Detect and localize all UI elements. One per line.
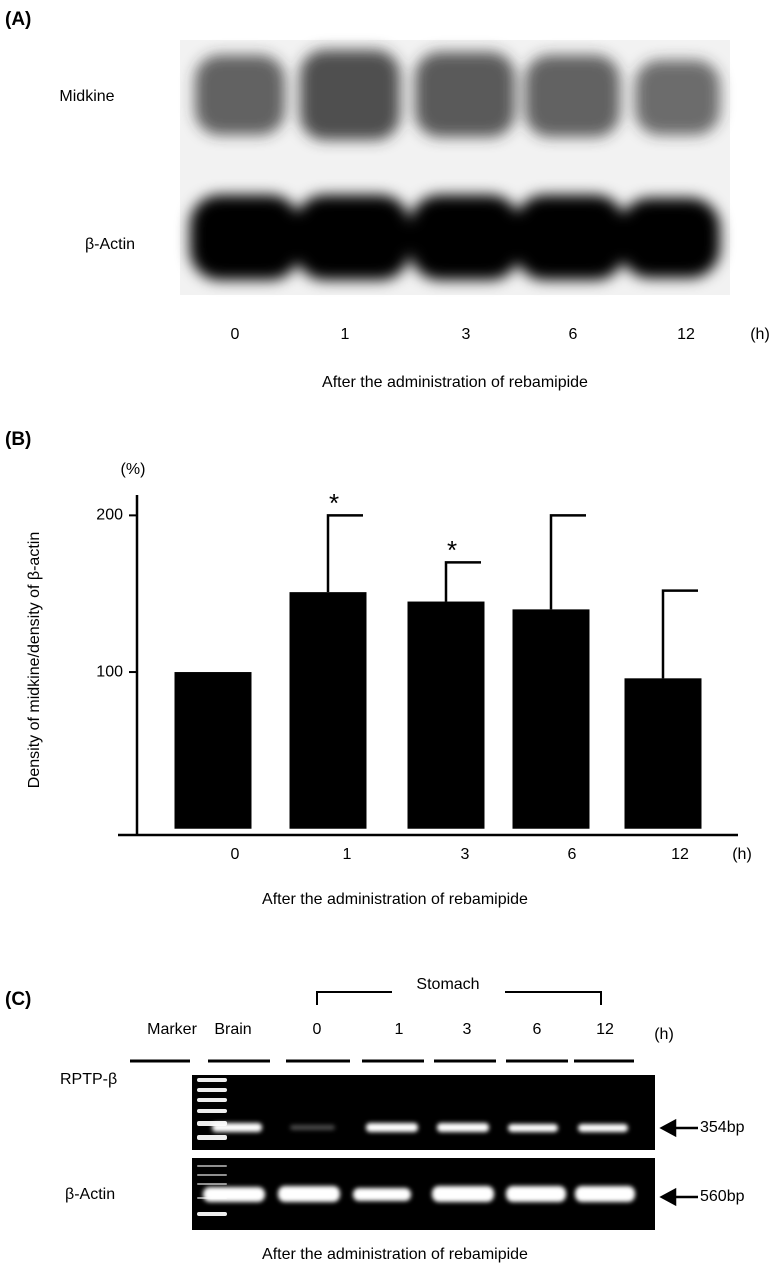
- row-label: β-Actin: [85, 236, 135, 253]
- y-axis-title: Density of midkine/density of β-actin: [26, 532, 43, 788]
- bar: [174, 672, 252, 829]
- lane-label: 6: [569, 326, 578, 343]
- lane-label: Brain: [214, 1021, 251, 1038]
- x-tick-label: 1: [343, 846, 352, 863]
- x-tick-label: 0: [231, 846, 240, 863]
- y-unit: (%): [121, 461, 146, 478]
- bar: [624, 678, 702, 829]
- x-unit: (h): [732, 846, 752, 863]
- unit-label: (h): [750, 326, 770, 343]
- error-bar: [326, 514, 363, 593]
- lane-label: 6: [533, 1021, 542, 1038]
- x-axis-title: After the administration of rebamipide: [262, 891, 528, 908]
- lane-label: 12: [677, 326, 695, 343]
- lane-label: 0: [313, 1021, 322, 1038]
- size-label: 560bp: [700, 1188, 745, 1205]
- significance-mark: *: [447, 535, 457, 565]
- lane-label: 3: [462, 326, 471, 343]
- x-tick-label: 6: [568, 846, 577, 863]
- panel-label: (A): [5, 9, 31, 30]
- x-tick-label: 3: [461, 846, 470, 863]
- row-label: RPTP-β: [60, 1071, 117, 1088]
- panel-label: (C): [5, 989, 31, 1010]
- significance-mark: *: [329, 488, 339, 518]
- row-label: β-Actin: [65, 1186, 115, 1203]
- gel: [192, 1075, 655, 1230]
- bracket: [316, 991, 602, 1005]
- bar: [407, 601, 485, 829]
- error-bar: [549, 514, 586, 610]
- error-bar: [444, 561, 481, 602]
- blot: [180, 40, 730, 295]
- caption: After the administration of rebamipide: [262, 1246, 528, 1263]
- row-label: Midkine: [59, 88, 114, 105]
- bar: [289, 592, 367, 829]
- bar-chart: 100 200 (%) Density of midkine/density of β…: [26, 461, 752, 908]
- arrow: [659, 1118, 698, 1207]
- x-tick-label: 12: [671, 846, 689, 863]
- caption: After the administration of rebamipide: [322, 374, 588, 391]
- panel-label: (B): [5, 429, 31, 450]
- bar: [512, 609, 590, 829]
- error-bar: [661, 589, 698, 679]
- lane-label: 0: [231, 326, 240, 343]
- lane-label: 1: [341, 326, 350, 343]
- lane-label: 3: [463, 1021, 472, 1038]
- lane-label: 1: [395, 1021, 404, 1038]
- size-label: 354bp: [700, 1119, 745, 1136]
- lane-label: 12: [596, 1021, 614, 1038]
- y-tick-label: 100: [96, 663, 123, 680]
- lane-label: Marker: [147, 1021, 197, 1038]
- unit-label: (h): [654, 1026, 674, 1043]
- y-tick-label: 200: [96, 507, 123, 524]
- group-label: Stomach: [416, 976, 479, 993]
